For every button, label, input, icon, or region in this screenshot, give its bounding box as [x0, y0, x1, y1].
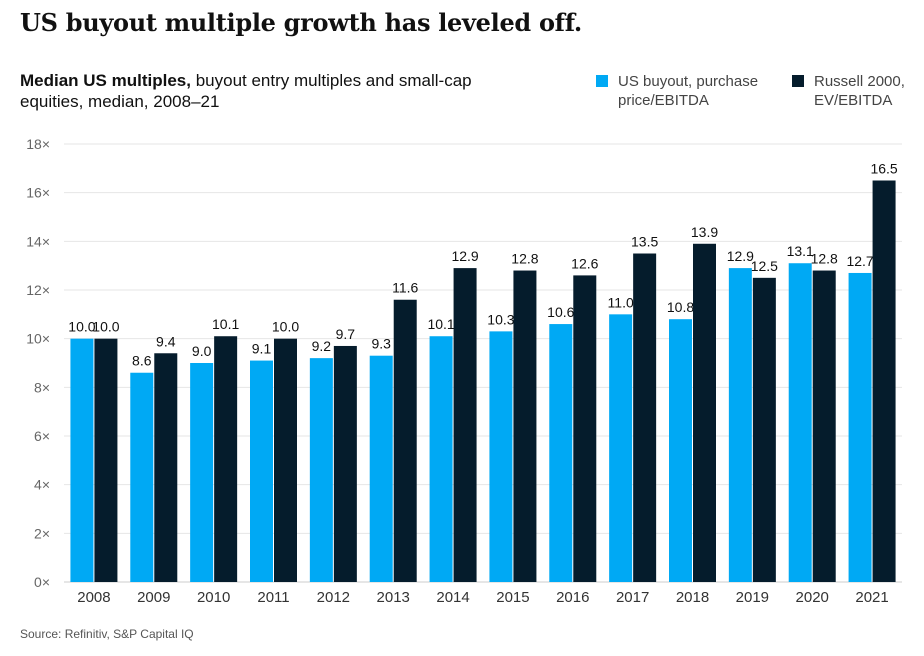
- bar-russell: [214, 336, 238, 582]
- chart-subtitle: Median US multiples, buyout entry multip…: [20, 70, 490, 112]
- bar-russell: [573, 275, 597, 582]
- legend-label-russell: Russell 2000, EV/EBITDA: [814, 73, 905, 109]
- x-tick-label: 2018: [676, 589, 709, 606]
- bar-buyout: [848, 272, 872, 582]
- bar-buyout: [250, 360, 273, 582]
- bar-russell: [812, 270, 836, 582]
- data-label-buyout: 12.9: [727, 248, 754, 264]
- y-tick-label: 10×: [26, 331, 50, 347]
- data-label-buyout: 9.1: [252, 341, 272, 357]
- bar-russell: [752, 277, 776, 582]
- data-label-buyout: 12.7: [846, 253, 873, 269]
- data-label-buyout: 10.3: [487, 311, 514, 327]
- y-tick-label: 4×: [34, 477, 50, 493]
- data-label-buyout: 9.2: [312, 338, 332, 354]
- data-label-buyout: 13.1: [787, 243, 814, 259]
- headline: US buyout multiple growth has leveled of…: [20, 8, 582, 37]
- legend-label-buyout: US buyout, purchase price/EBITDA: [618, 73, 759, 109]
- data-label-russell: 9.4: [156, 333, 176, 349]
- data-label-russell: 12.5: [751, 258, 778, 274]
- data-label-russell: 9.7: [336, 326, 356, 342]
- y-tick-label: 2×: [34, 525, 50, 541]
- data-label-russell: 13.5: [631, 234, 658, 250]
- data-label-buyout: 9.3: [371, 336, 391, 352]
- x-tick-label: 2011: [257, 589, 289, 606]
- y-tick-label: 16×: [26, 185, 50, 201]
- x-tick-label: 2020: [796, 589, 829, 606]
- x-tick-label: 2017: [616, 589, 649, 606]
- data-label-russell: 10.1: [212, 316, 239, 332]
- bar-buyout: [130, 372, 154, 582]
- data-label-russell: 11.6: [392, 280, 418, 296]
- subtitle-bold: Median US multiples,: [20, 71, 191, 90]
- y-tick-label: 8×: [34, 379, 50, 395]
- source-note: Source: Refinitiv, S&P Capital IQ: [20, 627, 194, 641]
- x-tick-label: 2009: [137, 589, 170, 606]
- legend-swatch-buyout: [596, 75, 608, 87]
- data-label-russell: 12.6: [571, 255, 598, 271]
- bar-buyout: [190, 363, 214, 582]
- bar-buyout: [309, 358, 333, 582]
- x-tick-label: 2008: [77, 589, 110, 606]
- legend-swatch-russell: [792, 75, 804, 87]
- data-label-buyout: 10.0: [68, 319, 95, 335]
- bar-buyout: [669, 319, 692, 582]
- bar-buyout: [369, 355, 393, 582]
- data-label-russell: 12.8: [811, 251, 838, 267]
- x-tick-label: 2016: [556, 589, 589, 606]
- bar-buyout: [489, 331, 513, 582]
- x-tick-label: 2015: [496, 589, 529, 606]
- x-tick-label: 2019: [736, 589, 769, 606]
- x-tick-label: 2014: [436, 589, 469, 606]
- bar-buyout: [70, 338, 94, 582]
- subtitle-rest: buyout entry multiples and small-cap equ…: [20, 71, 472, 111]
- data-label-russell: 16.5: [870, 161, 897, 177]
- data-label-russell: 10.0: [272, 319, 299, 335]
- data-label-buyout: 11.0: [608, 294, 634, 310]
- x-tick-label: 2021: [855, 589, 888, 606]
- bar-buyout: [609, 314, 633, 582]
- x-tick-label: 2012: [317, 589, 350, 606]
- data-label-buyout: 8.6: [132, 353, 152, 369]
- bar-russell: [274, 338, 297, 582]
- bar-russell: [872, 180, 896, 582]
- y-tick-label: 18×: [26, 136, 50, 152]
- data-label-russell: 12.8: [511, 251, 538, 267]
- data-label-russell: 10.0: [92, 319, 119, 335]
- bar-russell: [453, 268, 477, 582]
- x-tick-label: 2013: [377, 589, 410, 606]
- bar-russell: [154, 353, 178, 582]
- data-label-buyout: 9.0: [192, 343, 212, 359]
- bar-buyout: [788, 263, 812, 582]
- bar-russell: [94, 338, 118, 582]
- bar-russell: [693, 243, 716, 582]
- bar-buyout: [728, 268, 752, 582]
- bar-russell: [333, 345, 357, 582]
- y-tick-label: 0×: [34, 574, 50, 590]
- bar-buyout: [549, 324, 573, 582]
- bar-russell: [633, 253, 657, 582]
- data-label-russell: 13.9: [691, 224, 718, 240]
- y-tick-label: 14×: [26, 233, 50, 249]
- data-label-buyout: 10.1: [427, 316, 454, 332]
- x-tick-label: 2010: [197, 589, 230, 606]
- data-label-buyout: 10.6: [547, 304, 574, 320]
- bar-russell: [393, 299, 417, 582]
- bar-russell: [513, 270, 537, 582]
- data-label-buyout: 10.8: [667, 299, 694, 315]
- data-label-russell: 12.9: [451, 248, 478, 264]
- y-tick-label: 6×: [34, 428, 50, 444]
- y-tick-label: 12×: [26, 282, 50, 298]
- bar-buyout: [429, 336, 453, 582]
